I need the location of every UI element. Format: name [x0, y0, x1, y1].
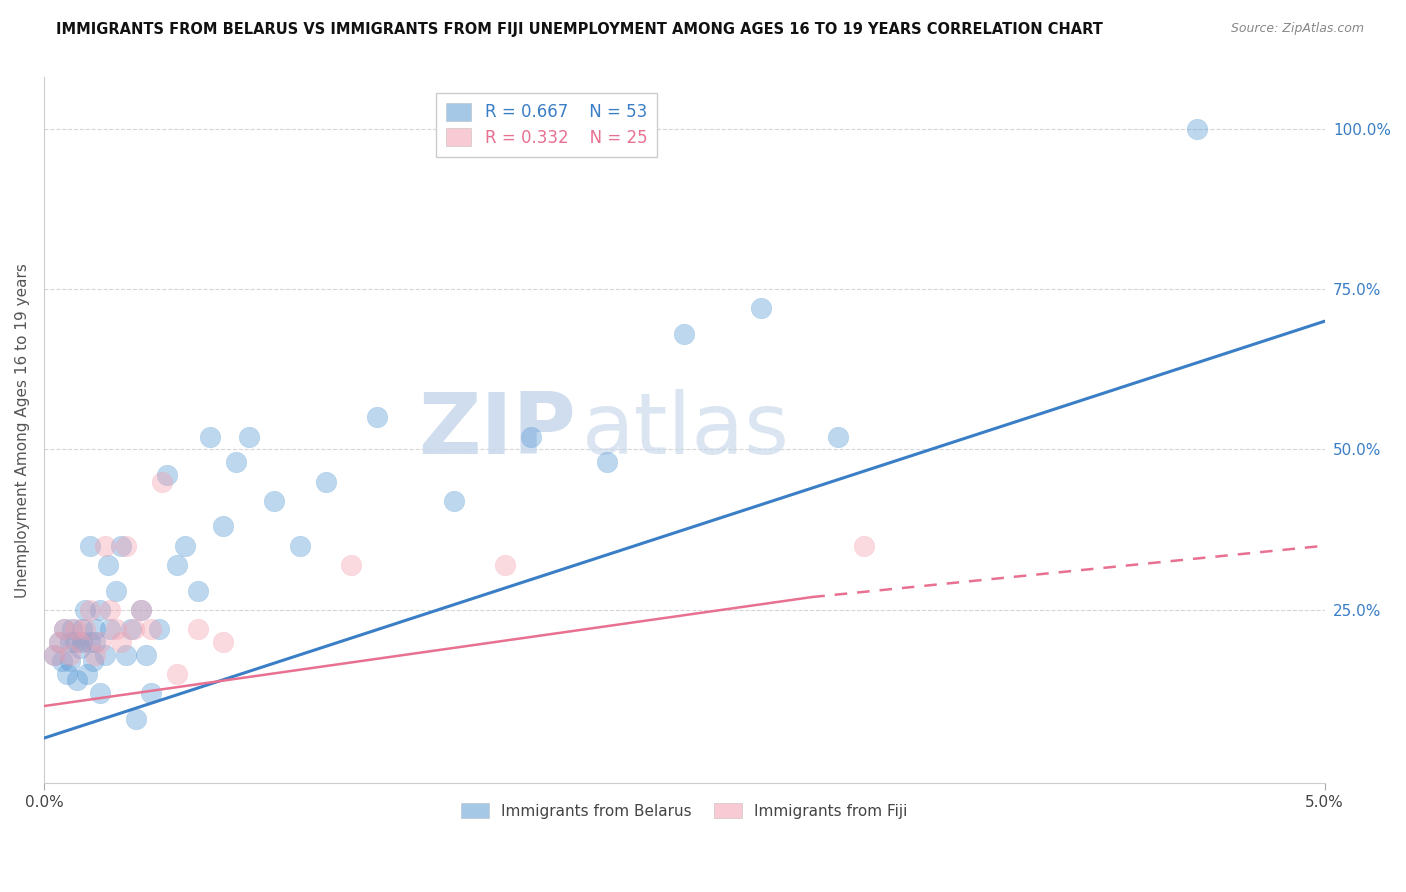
Point [110, 539, 132, 553]
Point [84, 635, 107, 649]
Point [166, 558, 188, 572]
Point [79, 635, 101, 649]
Point [89, 635, 111, 649]
Point [89, 603, 111, 617]
Point [156, 468, 179, 483]
Y-axis label: Unemployment Among Ages 16 to 19 years: Unemployment Among Ages 16 to 19 years [15, 263, 30, 598]
Point [58, 635, 80, 649]
Point [89, 686, 111, 700]
Text: IMMIGRANTS FROM BELARUS VS IMMIGRANTS FROM FIJI UNEMPLOYMENT AMONG AGES 16 TO 19: IMMIGRANTS FROM BELARUS VS IMMIGRANTS FR… [56, 22, 1104, 37]
Point [596, 455, 619, 469]
Point [122, 622, 145, 636]
Point [519, 430, 541, 444]
Point [200, 430, 222, 444]
Point [84, 622, 107, 636]
Point [115, 539, 138, 553]
Point [66, 673, 89, 688]
Point [76, 667, 98, 681]
Point [173, 539, 195, 553]
Point [827, 430, 849, 444]
Point [238, 430, 260, 444]
Point [82, 654, 104, 668]
Point [1185, 121, 1208, 136]
Legend: Immigrants from Belarus, Immigrants from Fiji: Immigrants from Belarus, Immigrants from… [456, 797, 914, 825]
Point [94, 648, 117, 662]
Point [187, 622, 209, 636]
Point [79, 539, 101, 553]
Point [187, 583, 209, 598]
Point [63, 635, 86, 649]
Point [166, 667, 188, 681]
Point [852, 539, 875, 553]
Point [110, 635, 132, 649]
Point [141, 622, 163, 636]
Point [44, 648, 66, 662]
Point [225, 455, 247, 469]
Point [104, 583, 127, 598]
Point [58, 648, 80, 662]
Point [443, 493, 465, 508]
Text: ZIP: ZIP [418, 389, 575, 472]
Point [263, 493, 285, 508]
Point [315, 475, 337, 489]
Point [48, 635, 70, 649]
Point [148, 622, 170, 636]
Text: atlas: atlas [582, 389, 790, 472]
Point [212, 519, 235, 533]
Point [100, 622, 122, 636]
Text: Source: ZipAtlas.com: Source: ZipAtlas.com [1230, 22, 1364, 36]
Point [58, 654, 80, 668]
Point [494, 558, 516, 572]
Point [129, 603, 152, 617]
Point [51, 654, 73, 668]
Point [69, 641, 91, 656]
Point [115, 648, 138, 662]
Point [97, 558, 120, 572]
Point [53, 622, 76, 636]
Point [79, 603, 101, 617]
Point [100, 603, 122, 617]
Point [44, 648, 66, 662]
Point [72, 635, 94, 649]
Point [120, 622, 142, 636]
Point [125, 712, 148, 726]
Point [141, 686, 163, 700]
Point [84, 648, 107, 662]
Point [72, 622, 94, 636]
Point [69, 635, 91, 649]
Point [63, 622, 86, 636]
Point [366, 410, 388, 425]
Point [340, 558, 363, 572]
Point [48, 635, 70, 649]
Point [288, 539, 311, 553]
Point [53, 622, 76, 636]
Point [673, 326, 696, 341]
Point [94, 539, 117, 553]
Point [135, 648, 157, 662]
Point [212, 635, 235, 649]
Point [104, 622, 127, 636]
Point [749, 301, 772, 316]
Point [150, 475, 173, 489]
Point [129, 603, 152, 617]
Point [56, 667, 79, 681]
Point [73, 622, 96, 636]
Point [60, 622, 83, 636]
Point [73, 603, 96, 617]
